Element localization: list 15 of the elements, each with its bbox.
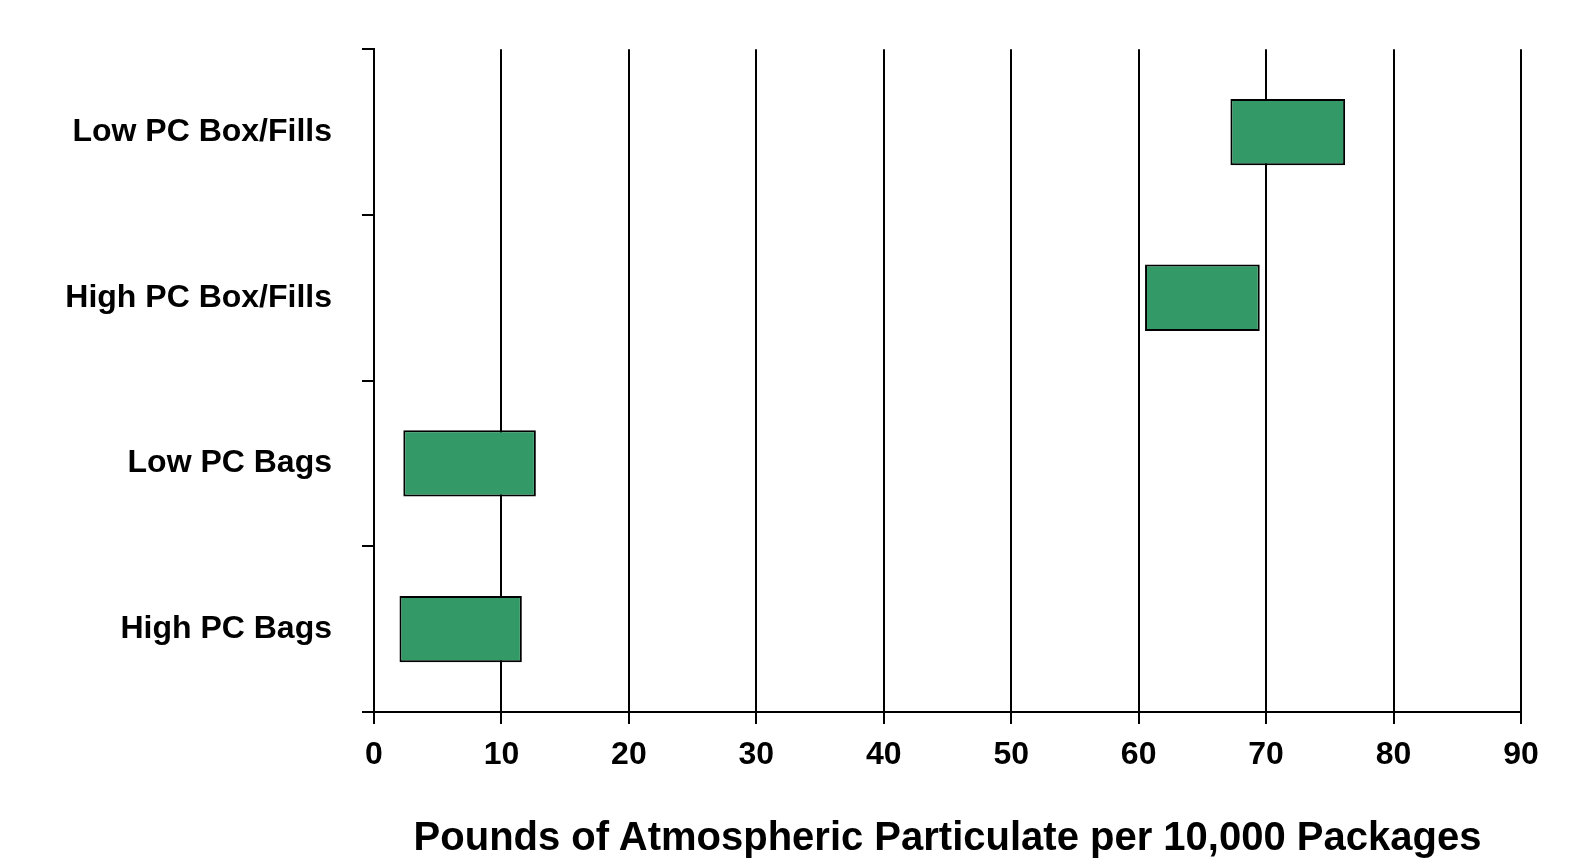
y-tick-label: Low PC Box/Fills bbox=[72, 111, 332, 148]
x-tick-label: 0 bbox=[365, 735, 383, 772]
x-tick-label: 20 bbox=[611, 735, 647, 772]
y-tick-label: Low PC Bags bbox=[127, 443, 332, 480]
x-tick-label: 80 bbox=[1375, 735, 1412, 772]
y-tick-label: High PC Bags bbox=[120, 608, 332, 645]
x-tick-label: 50 bbox=[993, 735, 1030, 772]
x-tick-label: 60 bbox=[1120, 735, 1157, 772]
x-tick-label: 40 bbox=[865, 735, 902, 772]
x-tick-label: 70 bbox=[1248, 735, 1284, 772]
x-tick-label: 90 bbox=[1503, 735, 1539, 772]
x-tick-label: 30 bbox=[738, 735, 775, 772]
x-tick-label: 10 bbox=[483, 735, 520, 772]
y-tick-label: High PC Box/Fills bbox=[65, 277, 332, 314]
x-axis-title: Pounds of Atmospheric Particulate per 10,000 Packages bbox=[413, 814, 1482, 859]
